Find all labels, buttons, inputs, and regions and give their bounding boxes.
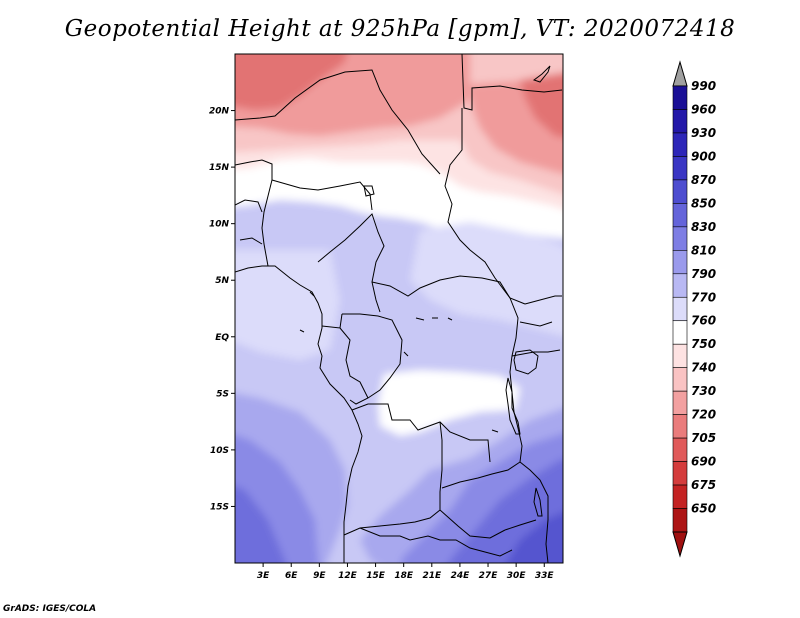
border-angola-zambia bbox=[343, 421, 443, 536]
coastline bbox=[235, 265, 363, 563]
height-field bbox=[235, 54, 563, 563]
colorbar-swatch bbox=[672, 484, 688, 509]
lon-tick-label: 6E bbox=[285, 571, 298, 581]
lat-tick-label: 20N bbox=[209, 107, 230, 117]
lake-chad bbox=[363, 185, 375, 197]
colorbar-swatch bbox=[672, 109, 688, 134]
border-mozambique bbox=[504, 461, 549, 563]
colorbar-swatch bbox=[672, 296, 688, 322]
colorbar-label: 810 bbox=[691, 243, 716, 257]
field-region-red_dark bbox=[520, 72, 563, 138]
colorbar-label: 675 bbox=[691, 478, 716, 492]
border-south bbox=[359, 527, 513, 557]
colorbar-swatch bbox=[672, 273, 688, 298]
lon-tick-label: 27E bbox=[479, 571, 499, 581]
colorbar-swatch bbox=[672, 437, 688, 462]
border-libya-egypt bbox=[461, 54, 563, 111]
lat-tick-label: 15N bbox=[209, 163, 230, 173]
colorbar-label: 730 bbox=[691, 384, 716, 398]
border-car bbox=[371, 275, 511, 299]
field-region-blue_dark bbox=[506, 512, 563, 563]
border-gabon bbox=[321, 313, 369, 399]
lat-tick-label: 15S bbox=[210, 502, 229, 512]
colorbar-swatch bbox=[672, 203, 688, 228]
colorbar-label: 720 bbox=[691, 408, 716, 422]
lake-tanganyika bbox=[505, 377, 521, 435]
colorbar-label: 900 bbox=[691, 149, 716, 163]
colorbar-label: 740 bbox=[691, 361, 716, 375]
red-sea-coast bbox=[532, 65, 551, 83]
colorbar-label: 930 bbox=[691, 126, 716, 140]
lon-tick-label: 24E bbox=[451, 571, 471, 581]
field-region-blue bbox=[235, 486, 286, 563]
colorbar-label: 750 bbox=[691, 337, 716, 351]
lat-tick-label: 10N bbox=[209, 220, 230, 230]
colorbar-swatch bbox=[672, 508, 688, 533]
border-congo-drc bbox=[342, 313, 403, 405]
colorbar-label: 770 bbox=[691, 290, 716, 304]
lon-tick-label: 12E bbox=[338, 571, 358, 581]
colorbar-label: 960 bbox=[691, 102, 716, 116]
colorbar-swatch bbox=[672, 343, 688, 368]
colorbar-label: 705 bbox=[691, 431, 716, 445]
colorbar-label: 830 bbox=[691, 220, 716, 234]
lat-tick-label: 10S bbox=[210, 446, 229, 456]
country-borders bbox=[235, 54, 563, 563]
colorbar-label: 650 bbox=[691, 502, 716, 516]
border-uganda-kenya bbox=[511, 295, 562, 357]
colorbar-label: 850 bbox=[691, 196, 716, 210]
border-nigeria-cameroon bbox=[317, 213, 385, 313]
lon-tick-label: 30E bbox=[507, 571, 527, 581]
colorbar-swatch bbox=[672, 461, 688, 486]
latitude-axis: 20N 15N 10N 5N EQ 5S 10S 15S bbox=[209, 107, 235, 512]
colorbar-top-arrow bbox=[672, 60, 688, 87]
colorbar-swatch bbox=[672, 85, 688, 110]
map-frame bbox=[234, 53, 564, 564]
colorbar-label: 870 bbox=[691, 173, 716, 187]
border-angola-drc bbox=[351, 403, 491, 463]
colorbar-label: 690 bbox=[691, 455, 716, 469]
colorbar-label: 790 bbox=[691, 267, 716, 281]
lake-malawi bbox=[533, 487, 543, 517]
lon-tick-label: 21E bbox=[422, 571, 442, 581]
islands bbox=[299, 291, 499, 433]
chart-title: Geopotential Height at 925hPa [gpm], VT:… bbox=[64, 16, 736, 42]
colorbar-swatch bbox=[672, 156, 688, 181]
border-west-africa bbox=[235, 159, 273, 267]
colorbar-label: 760 bbox=[691, 314, 716, 328]
colorbar: 990 960 930 900 870 850 830 810 790 770 760 750 740 7… bbox=[672, 60, 716, 558]
colorbar-swatch bbox=[672, 226, 688, 251]
colorbar-label: 990 bbox=[691, 79, 716, 93]
border-west-africa-2 bbox=[235, 199, 263, 245]
lon-tick-label: 3E bbox=[257, 571, 270, 581]
colorbar-swatch bbox=[672, 132, 688, 157]
lon-tick-label: 33E bbox=[535, 571, 555, 581]
grads-credit: GrADS: IGES/COLA bbox=[3, 604, 97, 614]
lon-tick-label: 9E bbox=[313, 571, 326, 581]
colorbar-swatch bbox=[672, 390, 688, 415]
colorbar-swatch bbox=[672, 414, 688, 439]
lon-tick-label: 15E bbox=[366, 571, 386, 581]
lat-tick-label: EQ bbox=[215, 333, 229, 343]
border-drc-east bbox=[509, 297, 523, 463]
colorbar-swatch bbox=[672, 179, 688, 204]
field-region-lav_pale bbox=[235, 250, 340, 360]
field-region-white bbox=[378, 370, 520, 436]
colorbar-bottom-arrow bbox=[672, 531, 688, 558]
lat-tick-label: 5N bbox=[215, 276, 229, 286]
lon-tick-label: 18E bbox=[394, 571, 414, 581]
colorbar-swatch bbox=[672, 250, 688, 275]
border-zambia bbox=[439, 461, 521, 539]
border-niger-nigeria bbox=[271, 179, 373, 211]
field-region-red_dark bbox=[235, 54, 347, 110]
lake-victoria bbox=[513, 349, 539, 375]
lat-tick-label: 5S bbox=[216, 389, 229, 399]
border-sahara-north bbox=[235, 69, 441, 175]
longitude-axis: 3E 6E 9E 12E 15E 18E 21E 24E 27E 30E 33E bbox=[257, 563, 555, 581]
colorbar-swatch bbox=[672, 320, 688, 345]
colorbar-swatch bbox=[672, 367, 688, 392]
